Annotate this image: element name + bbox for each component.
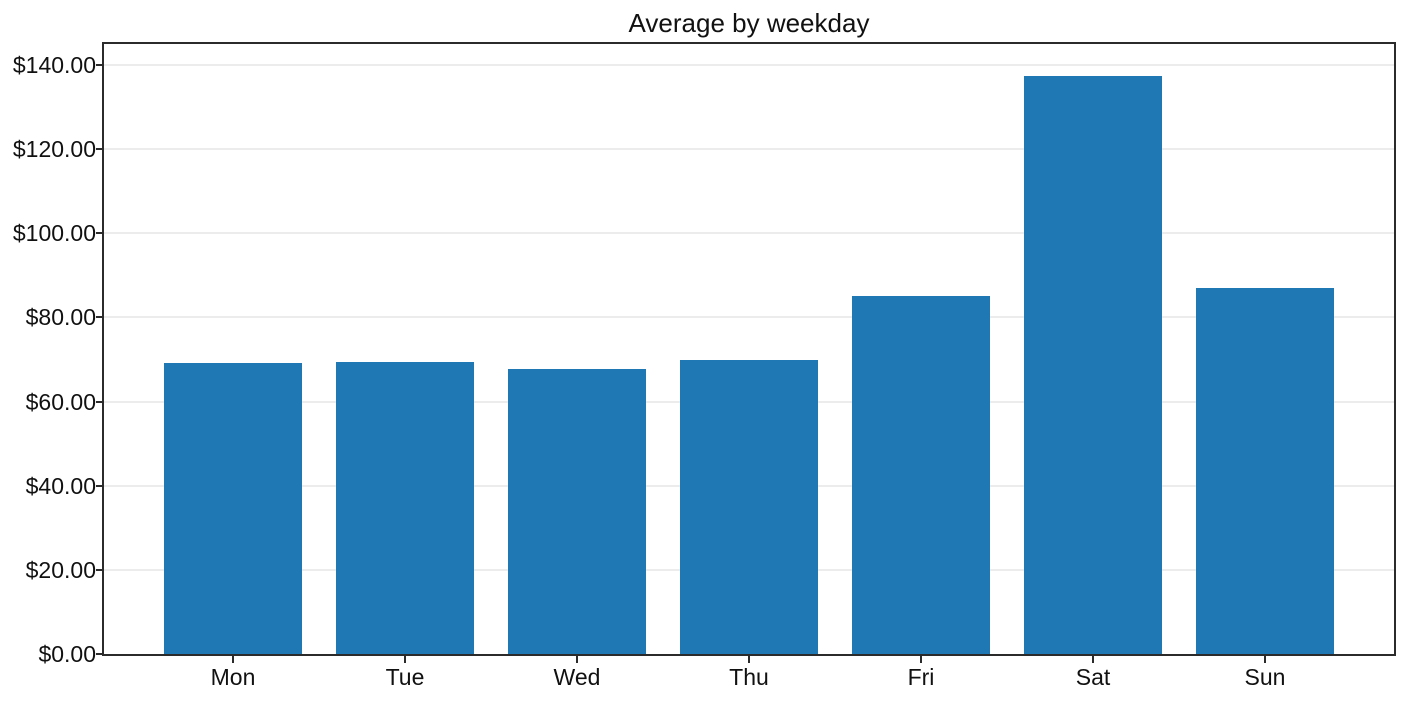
- y-tick-label: $100.00: [12, 220, 96, 246]
- gridline: [104, 148, 1394, 150]
- bar-wed: [508, 369, 646, 654]
- y-tick-label: $120.00: [12, 136, 96, 162]
- plot-border-spines: [102, 42, 1396, 656]
- x-tick-label-fri: Fri: [907, 664, 935, 690]
- y-tick-label: $80.00: [25, 304, 96, 330]
- y-axis-tick-mark: [96, 64, 104, 66]
- x-tick-label-mon: Mon: [210, 664, 256, 690]
- plot-area: [104, 44, 1394, 654]
- y-axis-tick-mark: [96, 232, 104, 234]
- y-tick-label: $20.00: [25, 557, 96, 583]
- gridline: [104, 316, 1394, 318]
- x-tick-label-wed: Wed: [553, 664, 601, 690]
- x-axis-tick-mark: [1092, 656, 1094, 663]
- y-tick-label: $60.00: [25, 389, 96, 415]
- x-axis-tick-mark: [404, 656, 406, 663]
- y-tick-label: $0.00: [38, 641, 96, 667]
- x-tick-label-thu: Thu: [729, 664, 769, 690]
- x-tick-label-tue: Tue: [385, 664, 425, 690]
- y-axis-tick-mark: [96, 653, 104, 655]
- chart-title: Average by weekday: [628, 8, 870, 38]
- y-axis-tick-mark: [96, 316, 104, 318]
- y-tick-label: $40.00: [25, 473, 96, 499]
- x-tick-label-sat: Sat: [1075, 664, 1111, 690]
- bar-tue: [336, 362, 474, 654]
- y-axis-tick-mark: [96, 401, 104, 403]
- bar-sun: [1196, 288, 1334, 654]
- bar-sat: [1024, 76, 1162, 654]
- bar-mon: [164, 363, 302, 654]
- gridline: [104, 232, 1394, 234]
- x-axis-tick-mark: [232, 656, 234, 663]
- y-tick-label: $140.00: [12, 52, 96, 78]
- bar-fri: [852, 296, 990, 654]
- x-axis-tick-mark: [920, 656, 922, 663]
- x-axis-tick-mark: [748, 656, 750, 663]
- y-axis-tick-mark: [96, 485, 104, 487]
- gridline: [104, 64, 1394, 66]
- y-axis-tick-mark: [96, 569, 104, 571]
- y-axis-tick-mark: [96, 148, 104, 150]
- x-axis-tick-mark: [576, 656, 578, 663]
- x-tick-label-sun: Sun: [1244, 664, 1286, 690]
- x-axis-tick-mark: [1264, 656, 1266, 663]
- bar-thu: [680, 360, 818, 654]
